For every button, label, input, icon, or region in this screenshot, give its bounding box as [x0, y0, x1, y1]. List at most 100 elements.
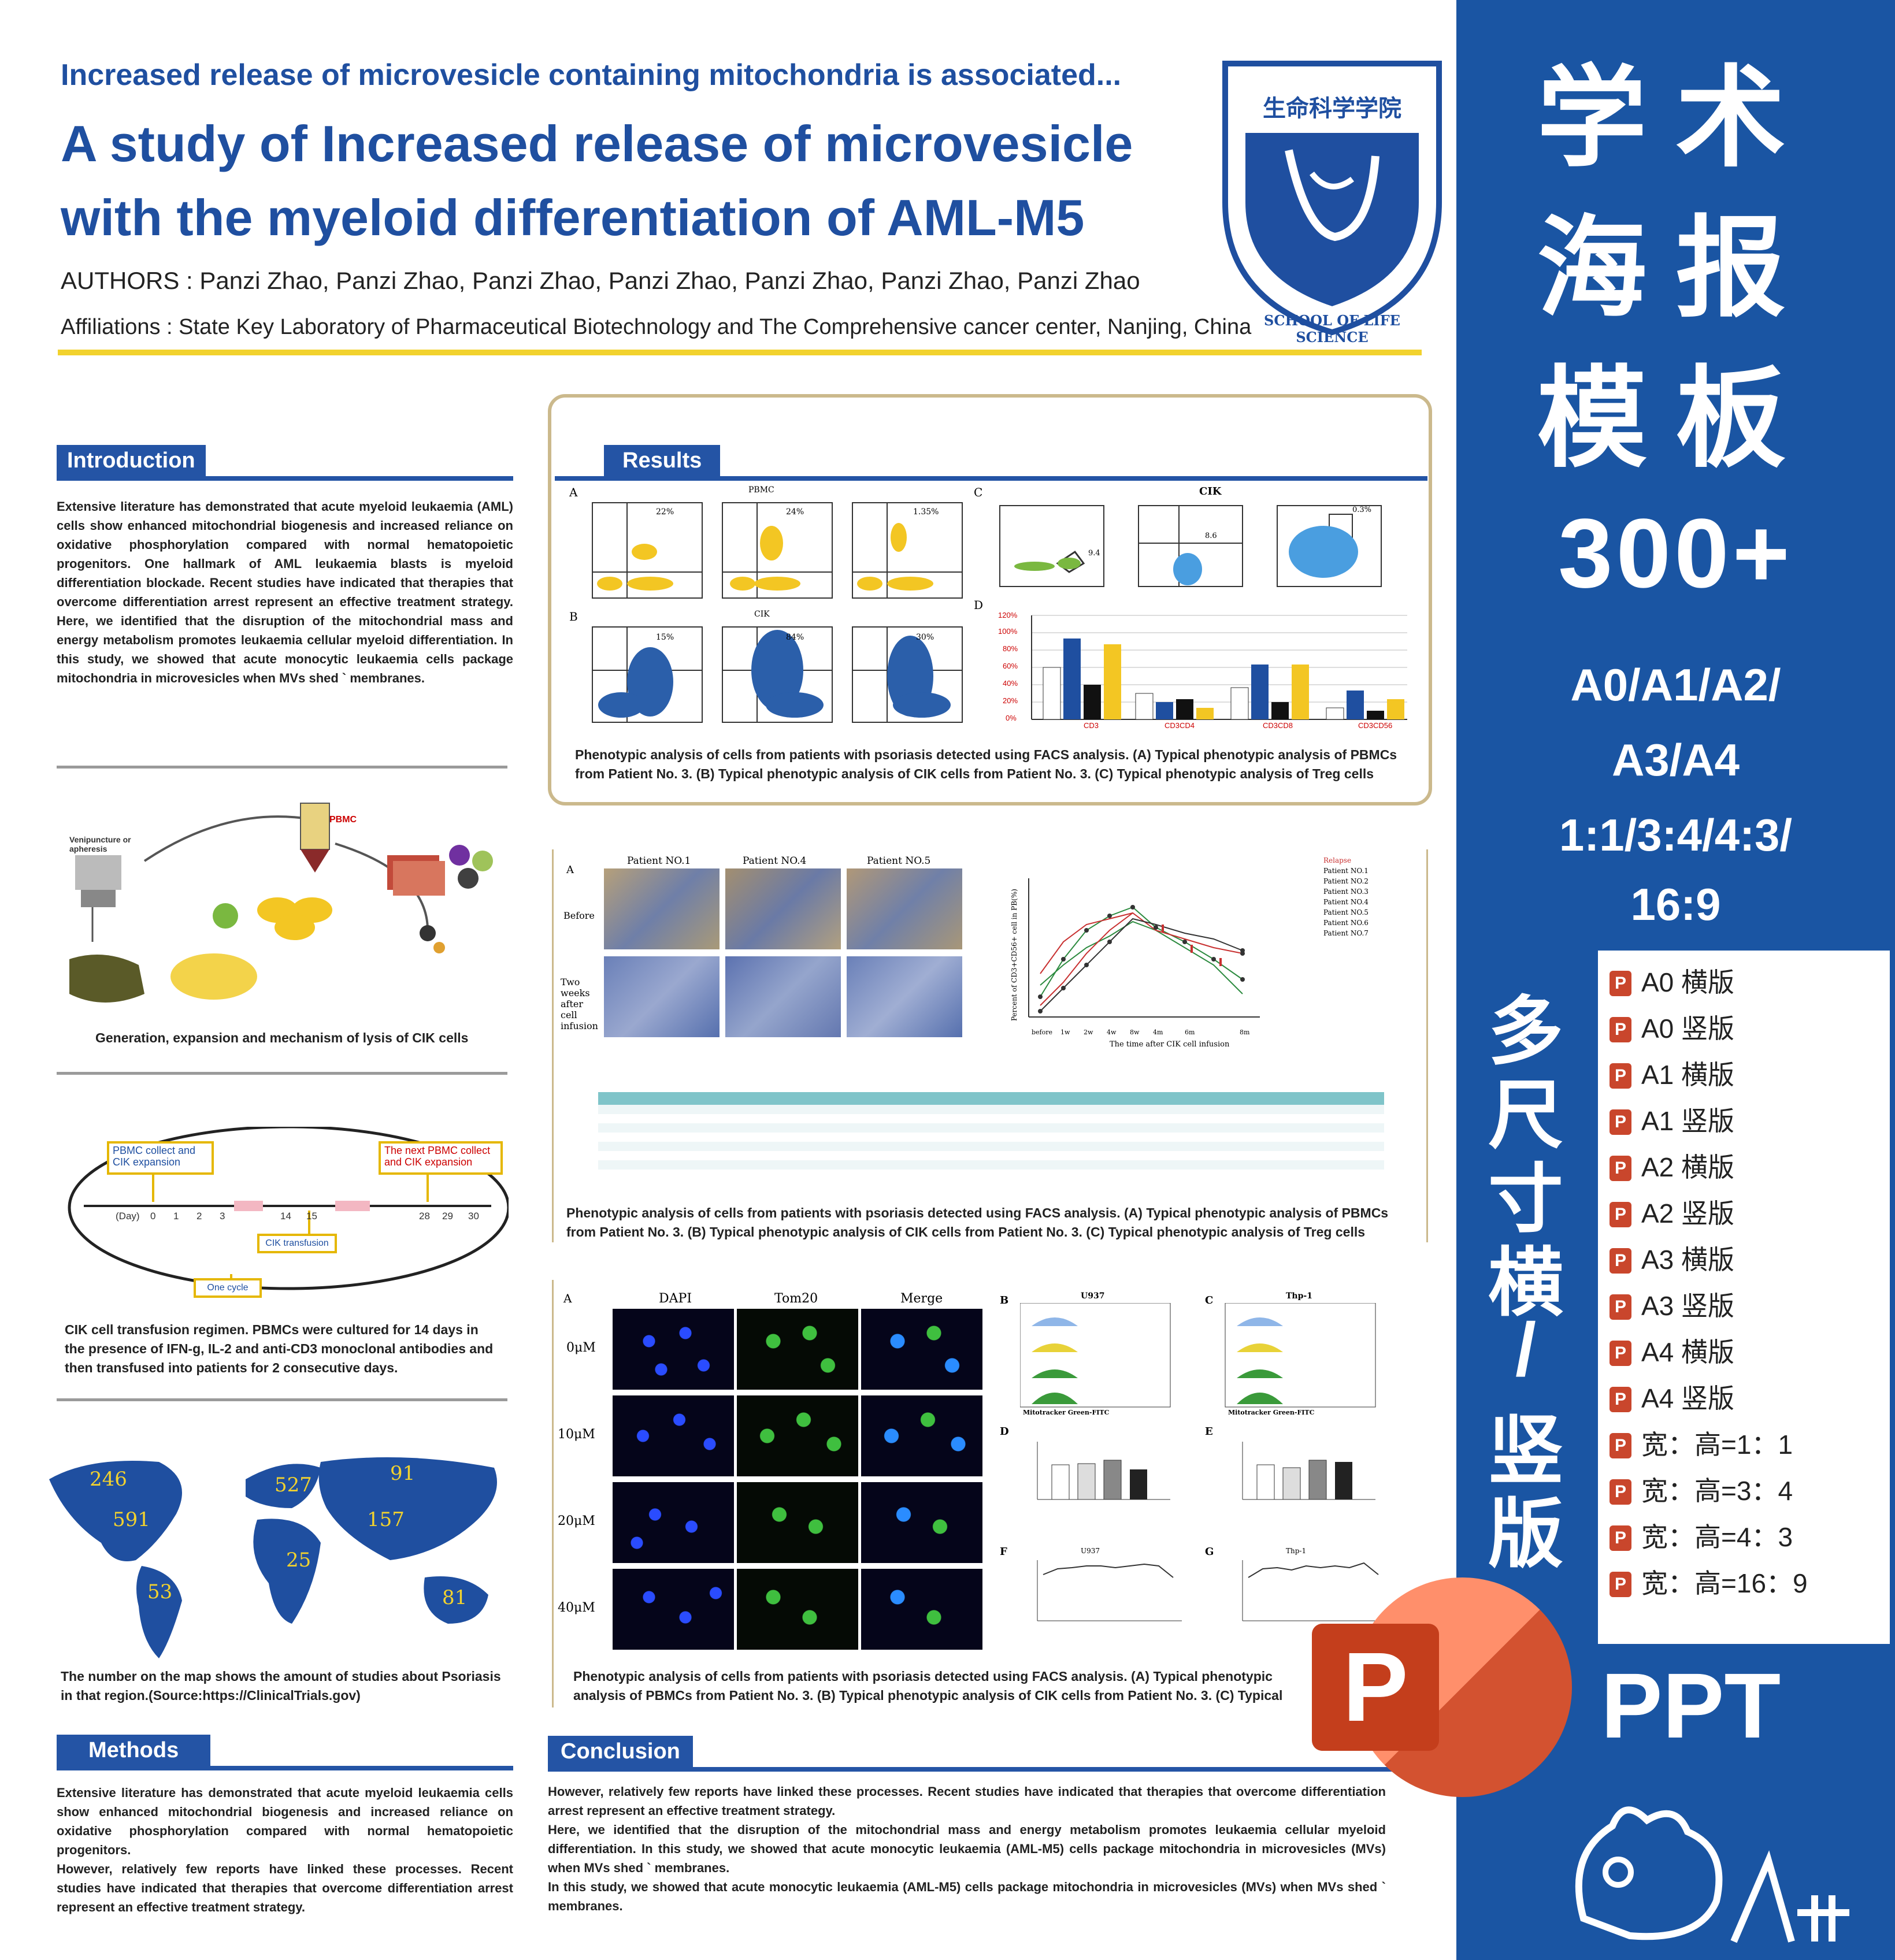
map-number-label: 81 [442, 1586, 468, 1609]
size-list-item[interactable]: P A2 竖版 [1610, 1196, 1734, 1231]
ppt-file-icon: P [1610, 1433, 1631, 1458]
ppt-file-icon: P [1610, 1063, 1631, 1089]
table-header-row [598, 1092, 1384, 1105]
methods-text-1: Extensive literature has demonstrated th… [57, 1785, 513, 1857]
introduction-text: Extensive literature has demonstrated th… [57, 499, 513, 685]
map-caption: The number on the map shows the amount o… [61, 1669, 501, 1703]
timeline-tick: 30 [468, 1211, 479, 1222]
size-list-item[interactable]: P A0 横版 [1610, 965, 1734, 1000]
microscopy-image [737, 1569, 858, 1650]
fig1-panel-label-d: D [974, 598, 984, 612]
fig3-hist-title: U937 [1081, 1291, 1105, 1301]
fig2-legend-item: Patient NO.5 [1323, 908, 1369, 916]
fig2-caption: Phenotypic analysis of cells from patien… [566, 1205, 1389, 1239]
conclusion-text-1: However, relatively few reports have lin… [548, 1784, 1386, 1818]
microscopy-image [861, 1569, 982, 1650]
fig1-bar-ytick: 20% [1003, 696, 1018, 705]
fig3-panel-label-f: F [1000, 1546, 1007, 1558]
conclusion-text-2: Here, we identified that the disruption … [548, 1822, 1386, 1875]
fig2-legend-item: Patient NO.2 [1323, 877, 1369, 885]
fig1-pct: 9.4 [1088, 549, 1100, 558]
world-map: 246 591 527 91 157 25 53 81 [43, 1445, 517, 1664]
ppt-label: PPT [1601, 1654, 1781, 1757]
ppt-file-icon: P [1610, 1525, 1631, 1551]
size-list-label: A2 竖版 [1641, 1198, 1735, 1228]
fig1-pct: 15% [656, 633, 674, 642]
sidebar-sizes-1: A0/A1/A2/ [1570, 659, 1781, 710]
fig3-panel-label-e: E [1205, 1426, 1213, 1438]
microscopy-image [737, 1482, 858, 1563]
fig2-legend-item: Relapse [1323, 856, 1352, 864]
affiliations: Affiliations : State Key Laboratory of P… [61, 315, 1252, 339]
size-list-item[interactable]: P A3 竖版 [1610, 1289, 1734, 1323]
methods-heading: Methods [57, 1735, 211, 1766]
divider-3 [57, 1398, 507, 1401]
fig1-bar-category: CD3CD56 [1358, 721, 1393, 730]
fig1-bar-ytick: 120% [998, 611, 1018, 619]
sidebar-title-line-1: 学术 [1537, 57, 1815, 180]
fig2-legend-item: Patient NO.6 [1323, 919, 1369, 927]
size-list-item[interactable]: P 宽：高=4：3 [1610, 1520, 1793, 1554]
fig2-block [552, 849, 1428, 1242]
microscopy-image [861, 1395, 982, 1476]
fig2-col-title: Patient NO.1 [627, 855, 691, 867]
sidebar-vertical-char: 竖 [1488, 1408, 1563, 1493]
ihc-image [725, 868, 841, 949]
microscopy-image [737, 1395, 858, 1476]
table-body [598, 1105, 1384, 1179]
map-number-label: 157 [367, 1508, 405, 1531]
fig2-xtick: 4m [1153, 1029, 1163, 1036]
size-list-item[interactable]: P A2 横版 [1610, 1150, 1734, 1185]
fig2-legend-item: Patient NO.3 [1323, 888, 1369, 896]
conclusion-text-3: In this study, we showed that acute mono… [548, 1880, 1386, 1913]
ppt-file-icon: P [1610, 971, 1631, 996]
size-list-label: 宽：高=16：9 [1641, 1568, 1808, 1598]
fig2-ihc-grid: A Patient NO.1 Patient NO.4 Patient NO.5… [555, 852, 971, 1043]
timeline-tick: 0 [150, 1211, 156, 1222]
size-list-item[interactable]: P 宽：高=3：4 [1610, 1473, 1793, 1508]
fig1-d-bar-chart: D [974, 598, 1413, 734]
size-list-item[interactable]: P A0 竖版 [1610, 1011, 1734, 1046]
size-list-label: A4 竖版 [1641, 1383, 1735, 1413]
introduction-section: Introduction Extensive literature has de… [57, 445, 513, 688]
fig3-hist-xlabel: Mitotracker Green-FITC [1228, 1409, 1315, 1416]
fig2-row-title: Two weeks after cell infusion [561, 977, 598, 1031]
size-list-item[interactable]: P A4 横版 [1610, 1335, 1734, 1369]
methods-underline [57, 1766, 513, 1770]
mascot-doodle-icon [1560, 1780, 1861, 1953]
fig1-panel-label-a: A [569, 485, 578, 499]
timeline-box-next: The next PBMC collect and CIK expansion [379, 1141, 503, 1175]
fig1-bar-ytick: 80% [1003, 644, 1018, 653]
fig3-col-title: Tom20 [774, 1291, 818, 1306]
size-list-item[interactable]: P A3 横版 [1610, 1242, 1734, 1277]
size-list-item[interactable]: P A1 竖版 [1610, 1104, 1734, 1138]
fig3-block [552, 1280, 1426, 1707]
map-number-label: 53 [147, 1580, 173, 1603]
poster-subtitle: Increased release of microvesicle contai… [61, 58, 1122, 92]
size-list-item[interactable]: P 宽：高=1：1 [1610, 1427, 1793, 1462]
size-list-item[interactable]: P A4 竖版 [1610, 1381, 1734, 1416]
fig3-panel-label-d: D [1000, 1426, 1009, 1438]
divider-2 [57, 1072, 507, 1075]
fig2-xtick: 4w [1107, 1029, 1117, 1036]
fig3-panel-label-c: C [1205, 1294, 1214, 1306]
timeline-tick: 3 [220, 1211, 225, 1222]
powerpoint-logo-icon: P [1312, 1577, 1572, 1820]
fig3-line-title: Thp-1 [1286, 1547, 1307, 1555]
fig2-legend: Relapse Patient NO.1 Patient NO.2 Patien… [1306, 855, 1416, 938]
fig3-panel-label-g: G [1205, 1546, 1214, 1558]
methods-section: Methods Extensive literature has demonst… [57, 1735, 513, 1917]
fig1-bar-ytick: 60% [1003, 662, 1018, 670]
ppt-file-icon: P [1610, 1248, 1631, 1274]
size-list-label: A0 竖版 [1641, 1014, 1735, 1044]
header-divider [58, 350, 1422, 355]
fig1-pct: 1.35% [913, 507, 939, 517]
fig1-bar-category: CD3CD4 [1165, 721, 1195, 730]
size-list-item[interactable]: P A1 横版 [1610, 1057, 1734, 1092]
sidebar-vertical-char: 尺 [1488, 1073, 1563, 1157]
size-list-item[interactable]: P 宽：高=16：9 [1610, 1566, 1808, 1601]
ppt-file-icon: P [1610, 1017, 1631, 1042]
fig1-pct: 22% [656, 507, 674, 517]
sidebar-ratios-1: 1:1/3:4/4:3/ [1559, 810, 1793, 860]
fig1-pct: 30% [916, 633, 934, 642]
